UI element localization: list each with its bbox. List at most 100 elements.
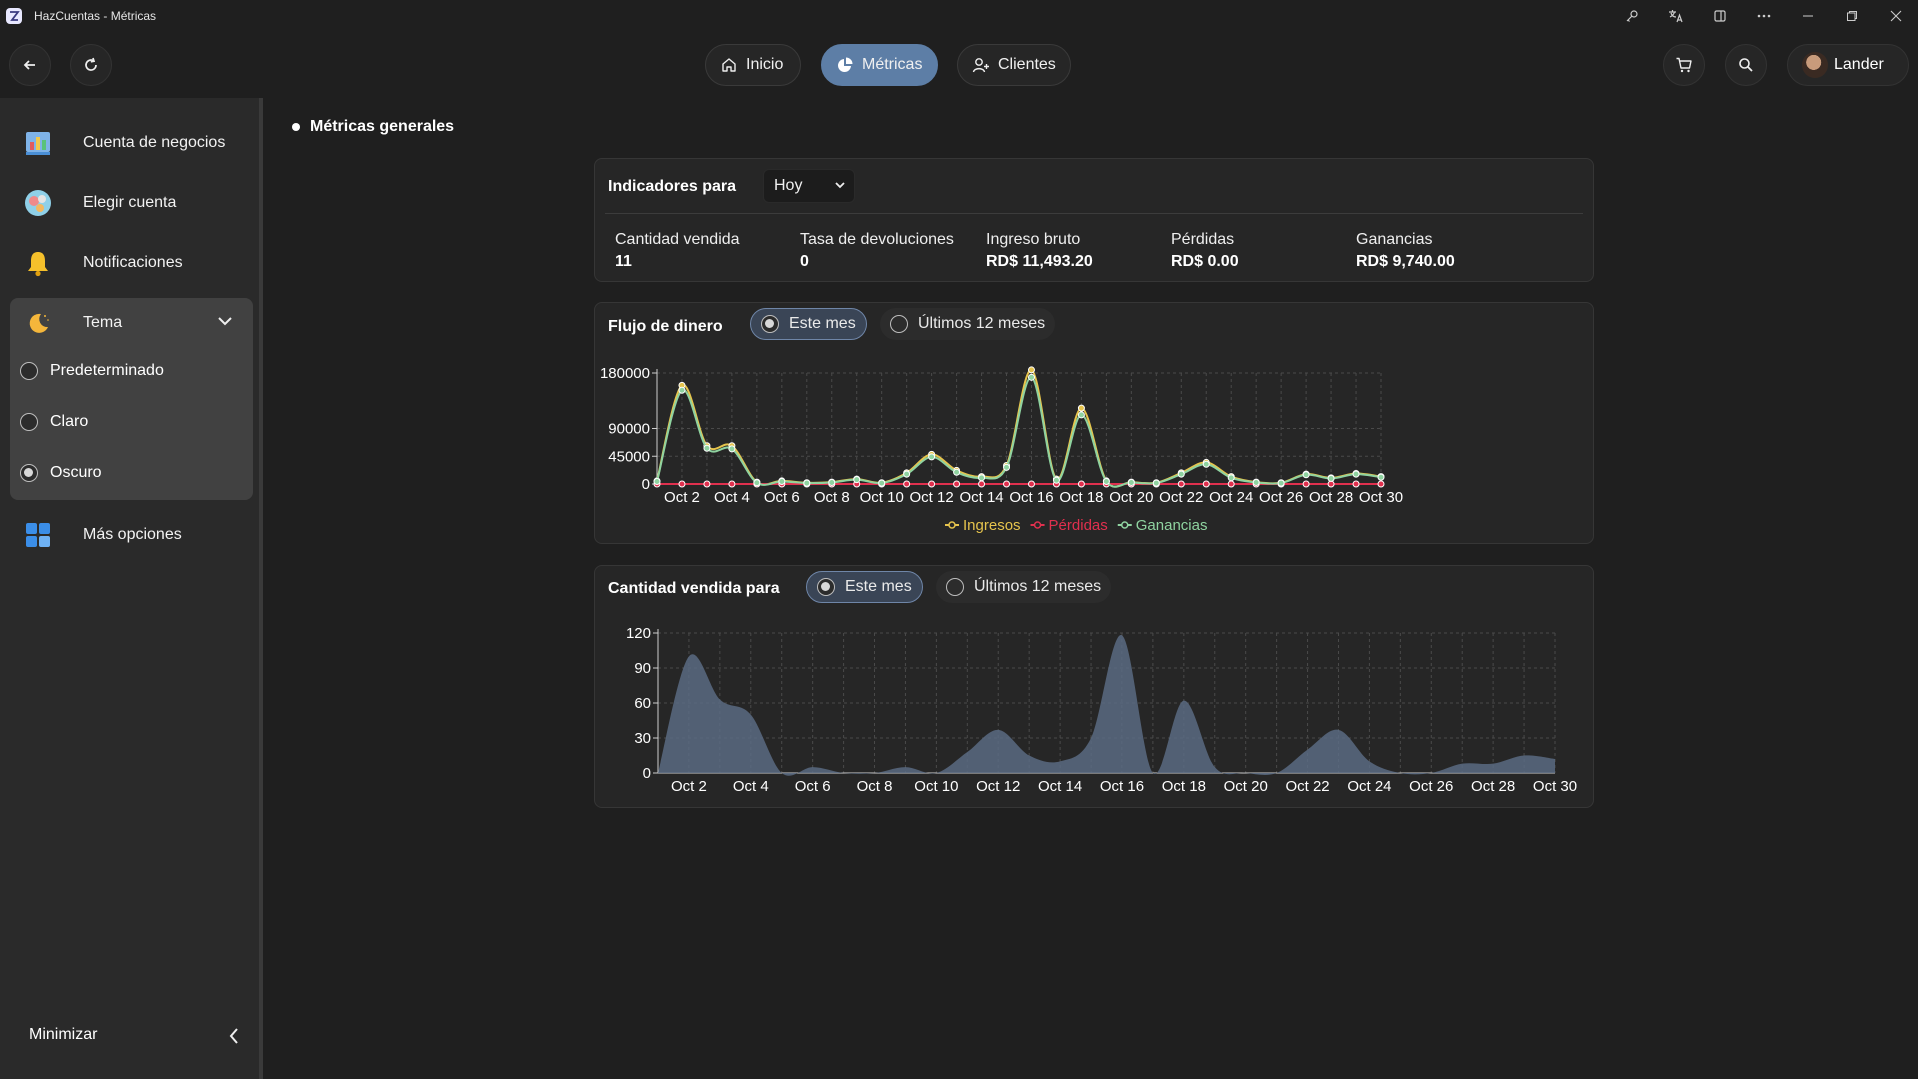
y-tick-label: 0	[642, 476, 650, 493]
data-point	[803, 479, 811, 487]
app-header: Inicio Métricas Clientes Lander	[0, 32, 1918, 98]
data-point	[1277, 479, 1285, 487]
user-name: Lander	[1834, 56, 1884, 73]
theme-toggle[interactable]: Tema	[10, 298, 253, 348]
back-button[interactable]	[9, 44, 51, 86]
sidebar-item-label: Notificaciones	[83, 254, 183, 271]
theme-label: Tema	[83, 314, 123, 331]
tab-inicio-label: Inicio	[746, 56, 784, 73]
data-point	[903, 470, 911, 478]
key-icon[interactable]	[1610, 0, 1654, 32]
indicators-card: Indicadores para Hoy Cantidad vendida 11…	[594, 158, 1594, 282]
y-tick-label: 60	[634, 695, 651, 712]
radio-este-mes[interactable]	[817, 578, 835, 596]
data-point	[678, 386, 686, 394]
x-tick-label: Oct 30	[1359, 489, 1403, 506]
x-tick-label: Oct 10	[914, 778, 958, 795]
x-tick-label: Oct 18	[1059, 489, 1103, 506]
data-point	[953, 468, 961, 476]
close-icon[interactable]	[1874, 0, 1918, 32]
metric-value: 11	[615, 253, 632, 270]
chevron-left-icon[interactable]	[228, 1027, 240, 1045]
radio-claro[interactable]	[20, 413, 38, 431]
metric-value: RD$ 11,493.20	[986, 253, 1093, 270]
cash-flow-option-12-meses[interactable]: Últimos 12 meses	[880, 308, 1056, 340]
theme-option-label: Oscuro	[50, 464, 102, 481]
option-label: Este mes	[789, 315, 856, 332]
x-tick-label: Oct 24	[1347, 778, 1391, 795]
bullet-icon	[292, 123, 300, 131]
page-title-text: Métricas generales	[310, 118, 455, 135]
sidebar-item-more-options[interactable]: Más opciones	[10, 510, 253, 560]
x-tick-label: Oct 14	[959, 489, 1003, 506]
theme-option-default[interactable]: Predeterminado	[20, 356, 164, 386]
sidebar-item-choose-account[interactable]: Elegir cuenta	[10, 178, 253, 228]
metric-value: RD$ 9,740.00	[1356, 253, 1455, 270]
radio-oscuro[interactable]	[20, 464, 38, 482]
theme-option-label: Claro	[50, 413, 89, 430]
legend-item-ingresos: Ingresos	[945, 517, 1021, 534]
theme-panel: Tema Predeterminado Claro Oscuro	[10, 298, 253, 500]
legend-label: Ganancias	[1136, 517, 1208, 534]
minimize-icon[interactable]	[1786, 0, 1830, 32]
chevron-down-icon	[835, 182, 845, 189]
sidebar-item-label: Elegir cuenta	[83, 194, 177, 211]
home-icon	[722, 58, 736, 72]
cash-flow-title: Flujo de dinero	[608, 318, 723, 335]
radio-predeterminado[interactable]	[20, 362, 38, 380]
theme-option-light[interactable]: Claro	[20, 407, 88, 437]
period-select[interactable]: Hoy	[763, 169, 855, 203]
tab-metricas[interactable]: Métricas	[821, 44, 938, 86]
data-point	[728, 480, 736, 488]
x-tick-label: Oct 20	[1224, 778, 1268, 795]
data-point	[1352, 470, 1360, 478]
restore-icon[interactable]	[1830, 0, 1874, 32]
qty-option-12-meses[interactable]: Últimos 12 meses	[936, 571, 1112, 603]
data-point	[853, 476, 861, 484]
sidebar-item-business-account[interactable]: Cuenta de negocios	[10, 118, 253, 168]
x-tick-label: Oct 20	[1109, 489, 1153, 506]
data-point	[1202, 480, 1210, 488]
panel-icon[interactable]	[1698, 0, 1742, 32]
data-point	[903, 480, 911, 488]
refresh-button[interactable]	[70, 44, 112, 86]
data-point	[1177, 470, 1185, 478]
metric-label: Pérdidas	[1171, 231, 1235, 248]
cash-flow-option-este-mes[interactable]: Este mes	[750, 308, 867, 340]
search-button[interactable]	[1725, 44, 1767, 86]
data-point	[1027, 480, 1035, 488]
data-point	[1077, 480, 1085, 488]
metric-label: Cantidad vendida	[615, 231, 740, 248]
more-icon[interactable]	[1742, 0, 1786, 32]
metric-value: RD$ 0.00	[1171, 253, 1239, 270]
apps-grid-icon	[23, 520, 53, 550]
legend-marker	[948, 521, 956, 529]
radio-12-meses[interactable]	[890, 315, 908, 333]
theme-option-dark[interactable]: Oscuro	[20, 458, 102, 488]
bell-icon	[23, 248, 53, 278]
tab-inicio[interactable]: Inicio	[705, 44, 801, 86]
minimize-sidebar-label[interactable]: Minimizar	[29, 1026, 98, 1043]
qty-option-este-mes[interactable]: Este mes	[806, 571, 923, 603]
radio-12-meses[interactable]	[946, 578, 964, 596]
user-menu[interactable]: Lander	[1787, 44, 1909, 86]
data-point	[1377, 473, 1385, 481]
sidebar-item-notifications[interactable]: Notificaciones	[10, 238, 253, 288]
data-point	[1077, 404, 1085, 412]
x-tick-label: Oct 12	[910, 489, 954, 506]
translate-icon[interactable]	[1654, 0, 1698, 32]
data-point	[1003, 463, 1011, 471]
x-tick-label: Oct 28	[1471, 778, 1515, 795]
option-label: Últimos 12 meses	[918, 315, 1046, 332]
refresh-icon	[85, 57, 97, 71]
data-point	[1052, 476, 1060, 484]
radio-este-mes[interactable]	[761, 315, 779, 333]
metric-label: Ingreso bruto	[986, 231, 1081, 248]
tab-clientes[interactable]: Clientes	[957, 44, 1071, 86]
legend-marker	[1033, 521, 1042, 529]
data-point	[678, 480, 686, 488]
cart-button[interactable]	[1663, 44, 1705, 86]
x-tick-label: Oct 14	[1038, 778, 1082, 795]
page-title: Métricas generales	[292, 118, 454, 136]
data-point	[1177, 480, 1185, 488]
